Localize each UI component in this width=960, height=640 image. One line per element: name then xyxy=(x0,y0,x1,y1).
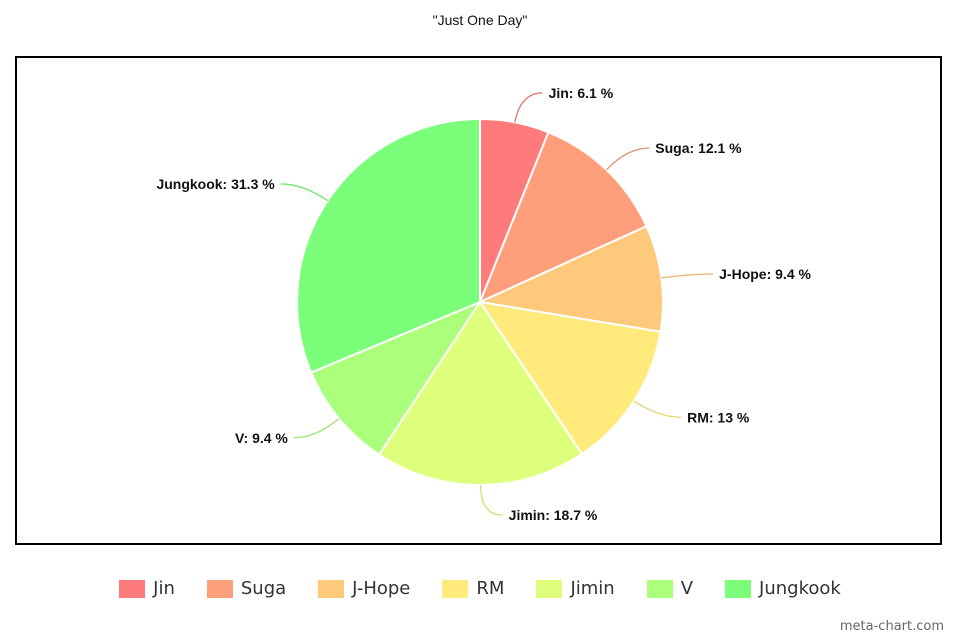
watermark: meta-chart.com xyxy=(839,619,944,634)
legend-label-jungkook: Jungkook xyxy=(759,578,841,599)
legend-swatch-jin xyxy=(119,579,146,598)
slice-label-jimin: Jimin: 18.7 % xyxy=(509,507,598,523)
legend-item-jin[interactable]: Jin xyxy=(119,578,175,599)
legend-swatch-rm xyxy=(442,579,469,598)
pie-slice-jungkook[interactable] xyxy=(296,117,481,374)
legend-swatch-suga xyxy=(206,579,233,598)
legend-label-v: V xyxy=(680,578,694,599)
legend-label-suga: Suga xyxy=(240,578,287,599)
legend-label-jimin: Jimin xyxy=(570,578,615,599)
legend-swatch-j-hope xyxy=(318,579,345,598)
label-connector-jimin xyxy=(479,484,503,516)
legend-item-suga[interactable]: Suga xyxy=(206,578,287,599)
slice-label-rm: RM: 13 % xyxy=(687,409,750,425)
label-connector-jin xyxy=(514,92,543,123)
legend-label-rm: RM xyxy=(476,578,505,599)
label-connector-j-hope xyxy=(661,273,714,279)
slice-label-jungkook: Jungkook: 31.3 % xyxy=(156,176,275,192)
label-connector-rm xyxy=(633,400,682,418)
legend: Jin Suga J-Hope RM Jimin V Jungkook xyxy=(0,578,960,599)
legend-item-rm[interactable]: RM xyxy=(442,578,504,599)
slice-label-suga: Suga: 12.1 % xyxy=(655,140,742,156)
chart-title: "Just One Day" xyxy=(432,12,528,28)
legend-swatch-jimin xyxy=(536,579,563,598)
plot-frame xyxy=(15,56,942,545)
legend-item-jungkook[interactable]: Jungkook xyxy=(725,578,841,599)
pie-slice-v[interactable] xyxy=(309,299,483,457)
legend-label-jin: Jin xyxy=(153,578,175,599)
legend-item-jimin[interactable]: Jimin xyxy=(536,578,615,599)
legend-swatch-jungkook xyxy=(725,579,752,598)
pie-slice-suga[interactable] xyxy=(478,130,648,304)
pie-slice-jimin[interactable] xyxy=(377,300,584,486)
slice-label-v: V: 9.4 % xyxy=(235,430,288,446)
label-connector-v xyxy=(293,418,340,439)
slice-label-j-hope: J-Hope: 9.4 % xyxy=(719,266,811,282)
label-connector-jungkook xyxy=(280,183,329,202)
slice-label-jin: Jin: 6.1 % xyxy=(549,85,614,101)
legend-item-v[interactable]: V xyxy=(646,578,694,599)
legend-item-j-hope[interactable]: J-Hope xyxy=(318,578,410,599)
label-connector-suga xyxy=(606,147,650,171)
legend-label-j-hope: J-Hope xyxy=(352,578,411,599)
legend-swatch-v xyxy=(646,579,673,598)
